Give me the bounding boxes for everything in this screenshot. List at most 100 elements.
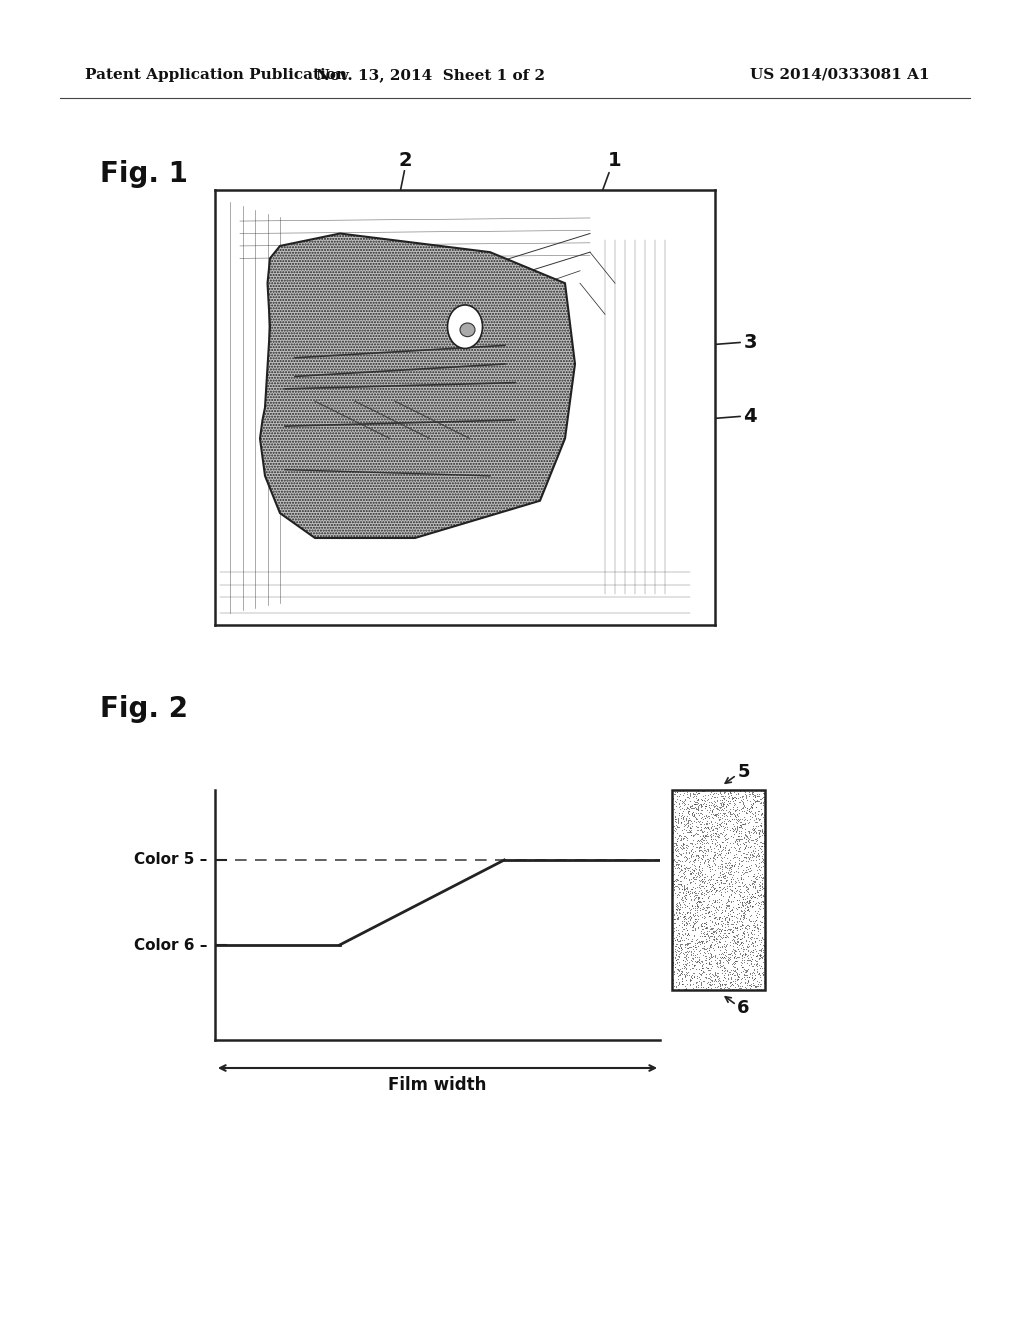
Point [675, 833, 691, 854]
Point [746, 920, 763, 941]
Point [679, 920, 695, 941]
Point [693, 796, 710, 817]
Point [670, 895, 686, 916]
Point [667, 929, 683, 950]
Point [714, 973, 730, 994]
Point [739, 892, 756, 913]
Point [752, 892, 768, 913]
Point [667, 816, 683, 837]
Point [694, 882, 711, 903]
Point [742, 904, 759, 925]
Point [731, 816, 748, 837]
Point [696, 793, 713, 814]
Point [700, 869, 717, 890]
Point [682, 880, 698, 902]
Point [746, 837, 763, 858]
Point [668, 834, 684, 855]
Point [742, 962, 759, 983]
Point [675, 791, 691, 812]
Point [725, 913, 741, 935]
Point [710, 814, 726, 836]
Point [739, 879, 756, 900]
Point [693, 845, 710, 866]
Point [675, 842, 691, 863]
Point [684, 946, 700, 968]
Point [756, 788, 772, 809]
Point [702, 874, 719, 895]
Point [690, 891, 707, 912]
Point [721, 785, 737, 807]
Point [675, 808, 691, 829]
Point [677, 923, 693, 944]
Point [712, 822, 728, 843]
Point [748, 855, 764, 876]
Text: 5: 5 [737, 763, 750, 781]
Point [746, 818, 763, 840]
Point [668, 975, 684, 997]
Point [700, 906, 717, 927]
Point [686, 807, 702, 828]
Point [733, 911, 750, 932]
Text: Fig. 2: Fig. 2 [100, 696, 188, 723]
Point [727, 948, 743, 969]
Point [684, 882, 700, 903]
Point [687, 919, 703, 940]
Point [670, 923, 686, 944]
Point [678, 884, 694, 906]
Point [685, 797, 701, 818]
Point [678, 826, 694, 847]
Point [696, 808, 713, 829]
Point [665, 978, 681, 999]
Text: Nov. 13, 2014  Sheet 1 of 2: Nov. 13, 2014 Sheet 1 of 2 [315, 69, 545, 82]
Point [690, 789, 707, 810]
Point [708, 929, 724, 950]
Circle shape [447, 305, 482, 348]
Point [683, 832, 699, 853]
Point [671, 899, 687, 920]
Point [698, 843, 715, 865]
Point [682, 902, 698, 923]
Point [701, 824, 718, 845]
Point [753, 799, 769, 820]
Point [666, 961, 682, 982]
Point [709, 813, 725, 834]
Point [746, 887, 763, 908]
Point [730, 861, 746, 882]
Point [673, 871, 689, 892]
Point [690, 909, 707, 931]
Point [681, 924, 697, 945]
Point [737, 944, 754, 965]
Point [684, 803, 700, 824]
Point [732, 866, 749, 887]
Point [681, 842, 697, 863]
Point [685, 797, 701, 818]
Point [689, 900, 706, 921]
Point [680, 836, 696, 857]
Point [684, 858, 700, 879]
Point [701, 953, 718, 974]
Point [749, 913, 765, 935]
Point [735, 875, 752, 896]
Point [685, 866, 701, 887]
Point [703, 978, 720, 999]
Point [684, 843, 700, 865]
Point [690, 870, 707, 891]
Point [717, 977, 733, 998]
Point [721, 886, 737, 907]
Point [729, 968, 745, 989]
Point [755, 964, 771, 985]
Point [707, 892, 723, 913]
Point [746, 871, 763, 892]
Point [692, 875, 709, 896]
Point [674, 803, 690, 824]
Point [669, 884, 685, 906]
Point [744, 818, 761, 840]
Point [679, 941, 695, 962]
Point [736, 925, 753, 946]
Point [756, 886, 772, 907]
Point [669, 830, 685, 851]
Point [715, 948, 731, 969]
Point [691, 952, 708, 973]
Point [731, 821, 748, 842]
Point [722, 900, 738, 921]
